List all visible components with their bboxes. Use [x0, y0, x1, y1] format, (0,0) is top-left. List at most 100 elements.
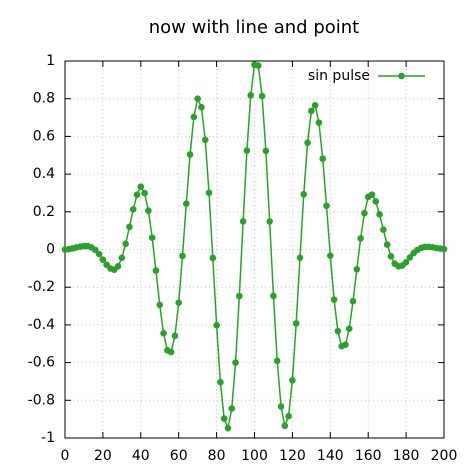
data-point	[201, 136, 209, 144]
data-point	[353, 265, 361, 273]
data-point	[213, 321, 220, 329]
x-tick-label: 180	[393, 448, 420, 464]
data-point	[406, 254, 414, 261]
data-point	[319, 155, 327, 162]
data-point	[361, 209, 368, 217]
data-point	[402, 259, 410, 266]
data-point	[137, 183, 145, 191]
data-point	[129, 206, 137, 213]
y-tick-label: 0	[46, 242, 55, 258]
data-point	[349, 297, 357, 305]
data-point	[304, 139, 311, 147]
data-point	[160, 329, 167, 337]
data-point	[376, 211, 383, 218]
data-point	[315, 119, 323, 126]
data-point	[220, 415, 228, 422]
data-point	[383, 241, 391, 248]
data-point	[273, 357, 281, 365]
data-point	[133, 191, 141, 198]
data-point	[277, 403, 285, 410]
data-point	[186, 151, 194, 158]
x-tick-label: 20	[94, 448, 112, 464]
legend-marker	[398, 72, 405, 80]
x-tick-label: 100	[241, 448, 268, 464]
data-point	[95, 250, 103, 258]
y-tick-label: -1	[41, 430, 55, 446]
data-point	[167, 348, 175, 356]
data-point	[175, 299, 182, 306]
x-tick-label: 40	[132, 448, 150, 464]
data-point	[228, 405, 236, 412]
x-tick-label: 0	[61, 448, 70, 464]
data-point	[357, 235, 364, 242]
data-point	[141, 189, 148, 197]
data-point	[148, 234, 156, 241]
data-point	[292, 320, 300, 327]
y-tick-label: 0.8	[33, 91, 55, 107]
data-point	[114, 262, 122, 270]
data-point	[387, 252, 395, 260]
data-point	[368, 191, 376, 198]
data-point	[270, 292, 277, 300]
x-tick-label: 80	[208, 448, 226, 464]
data-point	[122, 240, 129, 248]
x-tick-label: 120	[279, 448, 306, 464]
data-point	[296, 254, 304, 262]
y-tick-label: -0.2	[28, 279, 55, 295]
data-point	[281, 422, 289, 430]
data-point	[217, 378, 224, 386]
data-point	[342, 341, 349, 348]
x-tick-label: 200	[431, 448, 458, 464]
data-point	[266, 218, 273, 225]
data-point	[308, 107, 315, 115]
data-point	[243, 147, 251, 154]
data-point	[99, 256, 107, 263]
data-point	[372, 198, 380, 205]
data-point	[285, 412, 292, 420]
data-point	[380, 226, 387, 234]
data-point	[330, 296, 338, 303]
data-point	[171, 332, 179, 340]
y-tick-label: 0.4	[33, 166, 55, 182]
data-point	[224, 424, 232, 432]
data-point	[289, 377, 296, 384]
data-point	[323, 202, 330, 210]
data-point	[152, 267, 160, 274]
data-point	[179, 252, 186, 260]
data-point	[198, 103, 205, 111]
data-point	[205, 189, 213, 197]
x-tick-label: 140	[317, 448, 344, 464]
data-point	[126, 223, 133, 231]
y-tick-label: -0.4	[28, 317, 55, 333]
data-point	[156, 301, 164, 309]
data-point	[440, 245, 448, 253]
data-point	[258, 92, 266, 100]
data-point	[145, 207, 152, 214]
data-point	[311, 101, 319, 109]
y-tick-label: -0.6	[28, 355, 55, 371]
data-point	[118, 254, 126, 262]
data-point	[300, 190, 308, 198]
data-point	[254, 62, 262, 69]
y-tick-label: 0.2	[33, 204, 55, 220]
data-point	[194, 95, 201, 102]
data-point	[327, 252, 334, 260]
data-point	[247, 92, 255, 99]
y-tick-label: 1	[46, 53, 55, 69]
data-point	[232, 359, 239, 366]
data-point	[236, 292, 243, 300]
data-point	[190, 113, 198, 121]
x-tick-label: 160	[355, 448, 382, 464]
data-point	[345, 325, 353, 332]
data-point	[262, 147, 270, 155]
chart-title: now with line and point	[149, 17, 359, 38]
data-point	[182, 200, 190, 207]
x-tick-label: 60	[170, 448, 188, 464]
data-point	[334, 327, 342, 335]
y-tick-label: -0.8	[28, 392, 55, 408]
data-point	[209, 254, 217, 262]
legend-label: sin pulse	[308, 68, 370, 84]
y-tick-label: 0.6	[33, 128, 55, 144]
data-point	[239, 218, 247, 225]
